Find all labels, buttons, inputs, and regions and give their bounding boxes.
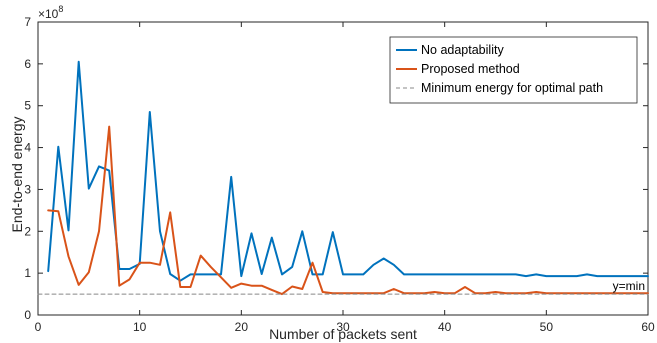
y-min-annotation: y=min <box>613 279 645 293</box>
axis-labels: Number of packets sent End-to-end energy… <box>9 4 645 342</box>
x-tick-label: 20 <box>235 320 249 334</box>
series-layer <box>37 60 649 296</box>
x-tick-label: 40 <box>438 320 452 334</box>
y-tick-label: 3 <box>24 182 31 196</box>
x-tick-label: 50 <box>540 320 554 334</box>
y-axis-label: End-to-end energy <box>9 117 25 233</box>
axis-ticks <box>37 21 649 316</box>
legend-box <box>389 36 638 104</box>
x-tick-label: 10 <box>133 320 147 334</box>
legend: No adaptability Proposed method Minimum en… <box>389 36 638 104</box>
x-tick-label: 0 <box>35 320 42 334</box>
y-axis-exponent-base: ×10 <box>38 7 59 21</box>
x-axis-label: Number of packets sent <box>269 326 417 342</box>
y-tick-label: 6 <box>24 57 31 71</box>
x-tick-label: 60 <box>641 320 655 334</box>
y-tick-label: 5 <box>24 99 31 113</box>
series-line-2 <box>47 125 649 296</box>
y-tick-label: 4 <box>24 141 31 155</box>
x-tick-label: 30 <box>336 320 350 334</box>
y-axis-exponent: ×108 <box>38 4 63 21</box>
legend-label-3: Minimum energy for optimal path <box>421 81 603 95</box>
axis-tick-labels: 0 10 20 30 40 50 60 0 1 2 3 4 5 6 7 <box>24 15 655 334</box>
y-tick-label: 0 <box>24 308 31 322</box>
y-tick-label: 1 <box>24 266 31 280</box>
series-line-1 <box>47 60 649 282</box>
legend-label-2: Proposed method <box>421 62 520 76</box>
y-axis-exponent-power: 8 <box>58 4 63 14</box>
y-tick-label: 2 <box>24 224 31 238</box>
legend-label-1: No adaptability <box>421 43 504 57</box>
y-tick-label: 7 <box>24 15 31 29</box>
